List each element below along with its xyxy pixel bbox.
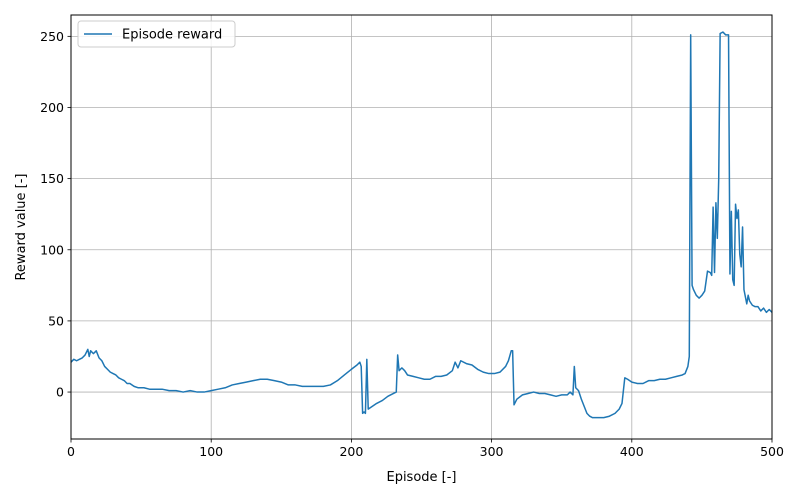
y-axis-label: Reward value [-] [14, 173, 29, 280]
y-tick-label: 200 [40, 100, 64, 115]
x-tick-label: 200 [339, 444, 363, 459]
plot-frame [70, 14, 773, 440]
legend-box [77, 20, 236, 48]
grid-lines [70, 15, 773, 439]
legend: Episode reward [77, 20, 236, 48]
x-axis-label: Episode [-] [386, 470, 456, 485]
x-tick-label: 300 [480, 444, 504, 459]
series-line-episode-reward [70, 31, 773, 419]
y-tick-label: 50 [48, 313, 64, 328]
legend-label: Episode reward [122, 28, 222, 43]
series-layer [70, 31, 773, 419]
axis-ticks: 0 100 200 300 400 500 0 50 100 150 200 250 [40, 29, 784, 459]
y-tick-label: 100 [40, 242, 64, 257]
y-tick-label: 250 [40, 29, 64, 44]
y-tick-label: 150 [40, 171, 64, 186]
x-tick-label: 100 [199, 444, 223, 459]
y-tick-label: 0 [56, 385, 64, 400]
x-tick-label: 0 [67, 444, 75, 459]
x-tick-label: 400 [620, 444, 644, 459]
plot-area [71, 15, 772, 439]
x-tick-label: 500 [760, 444, 784, 459]
